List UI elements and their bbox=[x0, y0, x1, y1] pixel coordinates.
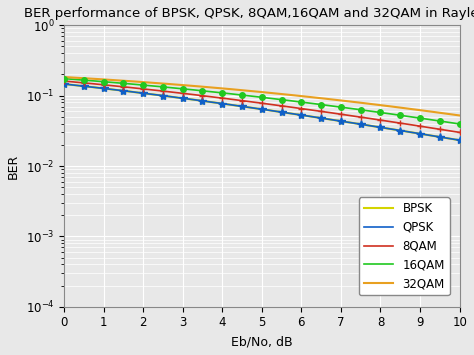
QPSK bbox=[385, 126, 391, 131]
Line: BPSK: BPSK bbox=[64, 84, 460, 140]
Title: BER performance of BPSK, QPSK, 8QAM,16QAM and 32QAM in Rayleigh: BER performance of BPSK, QPSK, 8QAM,16QA… bbox=[24, 7, 474, 20]
BPSK bbox=[249, 106, 255, 110]
8QAM bbox=[385, 119, 391, 124]
16QAM bbox=[249, 94, 255, 98]
32QAM bbox=[251, 89, 257, 93]
QPSK bbox=[61, 82, 67, 86]
16QAM bbox=[297, 100, 302, 104]
Y-axis label: BER: BER bbox=[7, 153, 20, 179]
8QAM bbox=[249, 100, 255, 104]
QPSK bbox=[275, 109, 281, 114]
16QAM bbox=[61, 76, 67, 81]
BPSK bbox=[385, 126, 391, 131]
X-axis label: Eb/No, dB: Eb/No, dB bbox=[231, 335, 292, 348]
16QAM bbox=[385, 111, 391, 116]
QPSK bbox=[251, 106, 257, 110]
32QAM bbox=[249, 89, 255, 93]
QPSK bbox=[249, 106, 255, 110]
BPSK bbox=[447, 137, 453, 141]
8QAM bbox=[447, 129, 453, 133]
QPSK bbox=[297, 113, 302, 117]
32QAM bbox=[297, 94, 302, 98]
8QAM bbox=[275, 103, 281, 108]
QPSK bbox=[457, 138, 463, 142]
Line: QPSK: QPSK bbox=[64, 84, 460, 140]
Line: 32QAM: 32QAM bbox=[64, 77, 460, 115]
32QAM bbox=[457, 113, 463, 118]
8QAM bbox=[61, 79, 67, 83]
16QAM bbox=[275, 97, 281, 101]
32QAM bbox=[275, 92, 281, 96]
Legend: BPSK, QPSK, 8QAM, 16QAM, 32QAM: BPSK, QPSK, 8QAM, 16QAM, 32QAM bbox=[359, 197, 450, 295]
8QAM bbox=[297, 106, 302, 110]
32QAM bbox=[385, 104, 391, 108]
BPSK bbox=[297, 113, 302, 117]
16QAM bbox=[457, 122, 463, 126]
Line: 8QAM: 8QAM bbox=[64, 81, 460, 132]
QPSK bbox=[447, 137, 453, 141]
16QAM bbox=[447, 120, 453, 125]
32QAM bbox=[61, 75, 67, 79]
Line: 16QAM: 16QAM bbox=[64, 78, 460, 124]
BPSK bbox=[457, 138, 463, 142]
8QAM bbox=[251, 100, 257, 104]
BPSK bbox=[251, 106, 257, 110]
BPSK bbox=[275, 109, 281, 114]
32QAM bbox=[447, 112, 453, 116]
16QAM bbox=[251, 94, 257, 99]
8QAM bbox=[457, 130, 463, 135]
BPSK bbox=[61, 82, 67, 86]
